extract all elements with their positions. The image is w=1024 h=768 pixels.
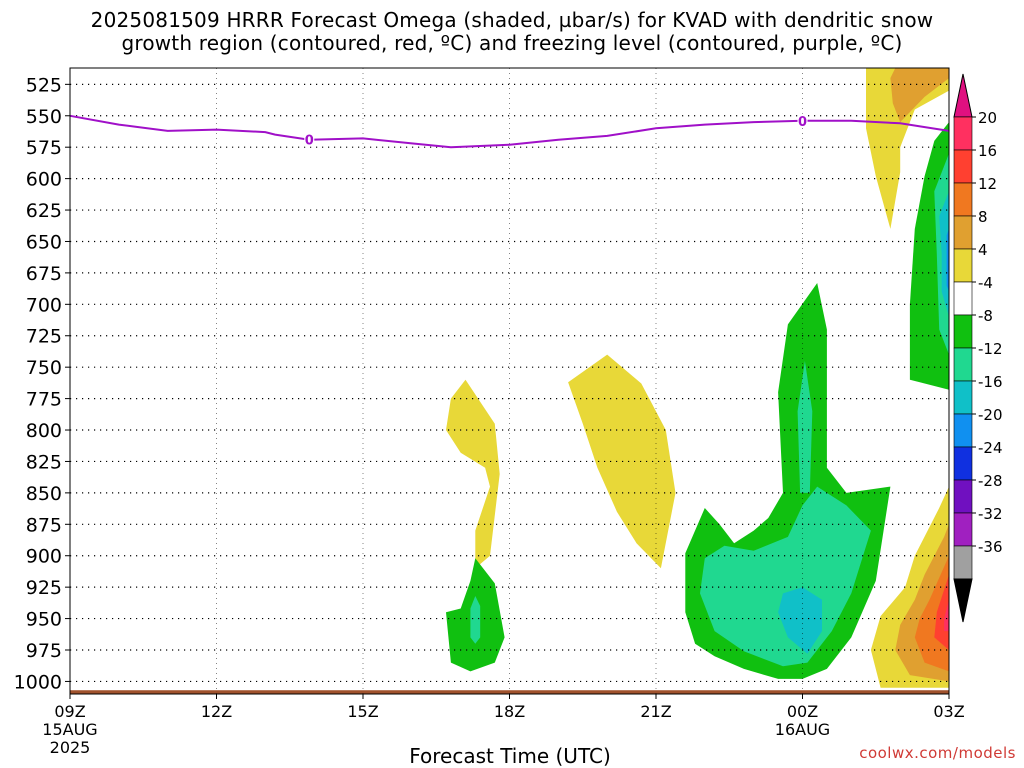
surface-layer: [70, 690, 949, 694]
y-tick-label: 875: [26, 514, 62, 536]
colorbar-label: -20: [978, 406, 1003, 424]
colorbar-label: 4: [978, 241, 988, 259]
colorbar-swatch: [953, 281, 973, 316]
y-tick-label: 675: [26, 263, 62, 285]
x-tick-sublabel: 16AUG: [775, 720, 830, 739]
y-tick-label: 775: [26, 389, 62, 411]
x-tick-label: 00Z: [787, 702, 818, 721]
omega-region: [568, 354, 676, 569]
omega-region: [934, 574, 949, 650]
x-tick-label: 15Z: [347, 702, 378, 721]
colorbar-bottom-arrow: [953, 578, 973, 623]
y-tick-label: 600: [26, 169, 62, 191]
y-tick-label: 700: [26, 294, 62, 316]
colorbar-label: -32: [978, 505, 1003, 523]
colorbar-swatch: [953, 215, 973, 250]
omega-region: [797, 360, 813, 493]
chart-title: 2025081509 HRRR Forecast Omega (shaded, …: [90, 8, 934, 55]
x-tick-label: 12Z: [201, 702, 232, 721]
omega-region: [700, 486, 871, 667]
omega-region: [866, 68, 949, 229]
colorbar-label: -8: [978, 307, 993, 325]
y-tick-label: 925: [26, 577, 62, 599]
colorbar-swatch: [953, 446, 973, 481]
freezing-level-line: [69, 114, 950, 149]
y-tick-label: 550: [26, 106, 62, 128]
colorbar-label: -4: [978, 274, 993, 292]
colorbar-swatch: [953, 545, 973, 580]
surface-strip: [70, 690, 949, 694]
colorbar-swatch: [953, 413, 973, 448]
colorbar-label: 8: [978, 208, 988, 226]
x-tick-label: 21Z: [640, 702, 671, 721]
x-tick-label: 09Z: [54, 702, 85, 721]
credit-text: coolwx.com/models: [859, 744, 1016, 762]
x-tick-sublabel: 15AUG: [42, 720, 97, 739]
colorbar-swatch: [953, 479, 973, 514]
colorbar-label: -28: [978, 472, 1003, 490]
y-tick-label: 650: [26, 231, 62, 253]
y-axis: 525 550 575 600 625 650 675 700 725 750 775 800 825 8…: [14, 74, 70, 693]
y-tick-label: 900: [26, 546, 62, 568]
contour-label-bg: [304, 132, 315, 147]
colorbar-label: -24: [978, 439, 1003, 457]
colorbar-label: -36: [978, 538, 1003, 556]
colorbar-label: -12: [978, 340, 1003, 358]
omega-shading: [446, 68, 949, 688]
colorbar-swatch: [953, 116, 973, 151]
contour-label-bg: [797, 113, 808, 128]
colorbar-top-arrow: [953, 73, 973, 118]
contour-label: 0: [798, 115, 807, 130]
y-tick-label: 1000: [14, 671, 62, 693]
y-tick-label: 950: [26, 609, 62, 631]
y-tick-label: 525: [26, 74, 62, 96]
colorbar-swatch: [953, 314, 973, 349]
omega-region: [890, 68, 949, 123]
omega-region: [470, 596, 481, 644]
colorbar-legend: 20 16 12 8 4 -4 -8 -12 -16 -20 -24 -28 -32 -36: [953, 73, 1003, 623]
omega-region: [944, 599, 949, 632]
omega-region: [939, 191, 949, 317]
x-tick-label: 03Z: [933, 702, 964, 721]
y-tick-label: 825: [26, 451, 62, 473]
x-tick-label: 18Z: [494, 702, 525, 721]
y-tick-label: 750: [26, 357, 62, 379]
x-axis-label: Forecast Time (UTC): [409, 744, 611, 768]
colorbar-label: 20: [978, 109, 997, 127]
colorbar-label: 12: [978, 175, 997, 193]
contour-label: 0: [305, 134, 314, 149]
colorbar-swatch: [953, 248, 973, 283]
colorbar-swatch: [953, 512, 973, 547]
omega-region: [946, 228, 949, 292]
y-tick-label: 850: [26, 483, 62, 505]
y-tick-label: 575: [26, 137, 62, 159]
colorbar-swatch: [953, 347, 973, 382]
colorbar-label: -16: [978, 373, 1003, 391]
freezing-level-contour: 00: [69, 113, 950, 149]
colorbar-swatch: [953, 380, 973, 415]
y-tick-label: 800: [26, 420, 62, 442]
colorbar-swatch: [953, 182, 973, 217]
y-tick-label: 975: [26, 640, 62, 662]
omega-region: [446, 379, 500, 569]
omega-region: [778, 587, 822, 654]
y-tick-label: 725: [26, 326, 62, 348]
colorbar-swatch: [953, 149, 973, 184]
x-tick-year: 2025: [50, 738, 91, 757]
y-tick-label: 625: [26, 200, 62, 222]
colorbar-label: 16: [978, 142, 997, 160]
